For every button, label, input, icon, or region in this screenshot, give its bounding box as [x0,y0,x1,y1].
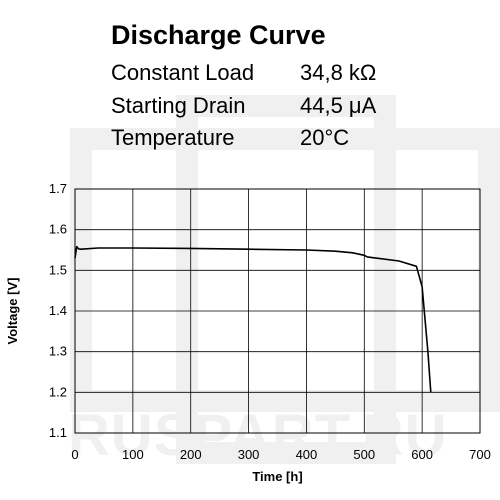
spec-value-load: 34,8 kΩ [300,60,377,85]
chart-grid [75,189,480,433]
chart-series [74,245,432,393]
x-tick-label: 300 [238,447,260,462]
y-tick-label: 1.2 [49,384,67,399]
y-tick-label: 1.3 [49,344,67,359]
spec-label-temperature: Temperature [111,125,235,150]
spec-value-drain: 44,5 μA [300,93,377,118]
y-tick-label: 1.7 [49,181,67,196]
x-tick-label: 700 [469,447,491,462]
x-axis-label: Time [h] [252,469,302,484]
spec-label-load: Constant Load [111,60,255,85]
y-tick-label: 1.6 [49,222,67,237]
watermark-text: RUSPART.RU [68,403,448,468]
x-tick-label: 0 [71,447,78,462]
y-tick-label: 1.4 [49,303,67,318]
watermark-cross-vertical [176,95,396,464]
x-tick-label: 200 [180,447,202,462]
x-tick-label: 100 [122,447,144,462]
y-tick-label: 1.5 [49,262,67,277]
series-line [74,245,432,393]
x-tick-label: 400 [296,447,318,462]
x-tick-label: 500 [353,447,375,462]
x-tick-label: 600 [411,447,433,462]
spec-value-temperature: 20°C [300,125,350,150]
chart-tick-labels: 0 100 200 300 400 500 600 700 1.1 1.2 1.3 1.4 1.5 1.6… [49,181,491,462]
y-tick-label: 1.1 [49,425,67,440]
page-title: Discharge Curve [111,20,326,50]
y-axis-label: Voltage [V] [5,278,20,345]
plot-frame [74,188,481,434]
spec-label-drain: Starting Drain [111,93,246,118]
